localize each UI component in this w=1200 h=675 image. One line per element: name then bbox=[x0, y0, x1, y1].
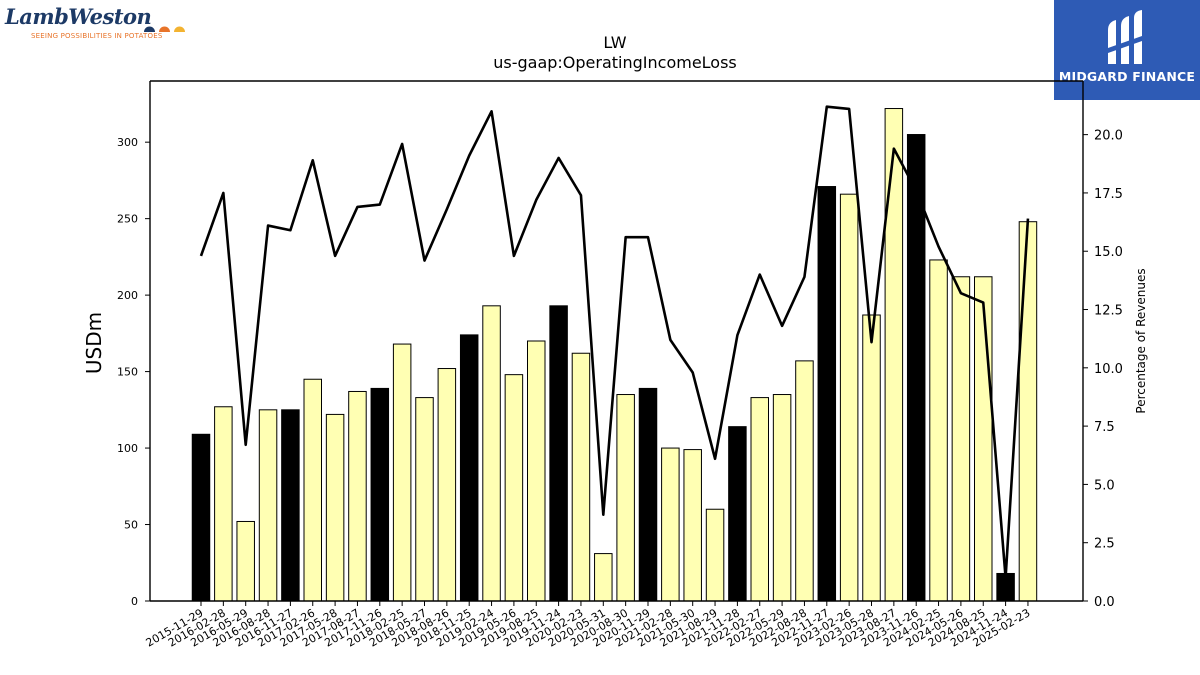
y2-tick-label: 2.5 bbox=[1094, 537, 1115, 552]
bar bbox=[817, 186, 837, 602]
y-tick-label: 150 bbox=[117, 366, 138, 379]
logo-left-name: LambWeston bbox=[5, 4, 152, 29]
percentage-line bbox=[199, 105, 1030, 579]
y2-tick-label: 0.0 bbox=[1094, 595, 1115, 610]
bar bbox=[772, 394, 792, 602]
bar bbox=[661, 447, 680, 602]
y2-tick-label: 20.0 bbox=[1094, 129, 1123, 144]
y-tick-label: 0 bbox=[131, 595, 138, 608]
bar bbox=[929, 259, 948, 602]
bar bbox=[594, 553, 613, 602]
bar bbox=[527, 340, 546, 602]
bar bbox=[616, 394, 635, 602]
bar bbox=[437, 368, 457, 602]
bar bbox=[191, 433, 211, 602]
bar bbox=[862, 314, 881, 602]
bar bbox=[281, 409, 300, 602]
bar bbox=[214, 406, 233, 602]
logo-left-tagline: SEEING POSSIBILITIES IN POTATOES bbox=[31, 32, 163, 40]
y2-tick-label: 10.0 bbox=[1094, 362, 1123, 377]
y-axis-label: USDm bbox=[82, 312, 106, 374]
lamb-weston-logo: LambWeston SEEING POSSIBILITIES IN POTAT… bbox=[5, 4, 190, 44]
y2-tick-label: 12.5 bbox=[1094, 304, 1123, 319]
bar bbox=[325, 413, 345, 602]
bar bbox=[370, 387, 390, 602]
logo-dots-icon bbox=[144, 26, 185, 32]
y-tick-label: 50 bbox=[124, 519, 138, 532]
bar bbox=[549, 305, 568, 602]
logo-right-name: MIDGARD FINANCE bbox=[1058, 69, 1196, 84]
bar bbox=[884, 108, 904, 602]
chart-title: LW bbox=[603, 33, 626, 52]
bar bbox=[482, 305, 501, 602]
bar bbox=[839, 193, 859, 602]
y2-tick-label: 5.0 bbox=[1094, 478, 1115, 493]
bar bbox=[750, 397, 769, 602]
y-tick-label: 100 bbox=[117, 442, 138, 455]
midgard-mark-icon bbox=[1108, 10, 1142, 64]
y2-axis-label: Percentage of Revenues bbox=[1134, 268, 1148, 413]
bar bbox=[683, 449, 702, 602]
bar bbox=[459, 334, 479, 602]
y2-tick-label: 17.5 bbox=[1094, 187, 1123, 202]
bar bbox=[705, 508, 725, 602]
bar bbox=[571, 352, 591, 602]
bar bbox=[236, 520, 255, 602]
midgard-finance-logo: MIDGARD FINANCE bbox=[1054, 0, 1200, 100]
bar bbox=[728, 426, 747, 602]
y2-tick-label: 15.0 bbox=[1094, 245, 1123, 260]
y-tick-label: 200 bbox=[117, 289, 138, 302]
bar bbox=[258, 409, 278, 602]
bar bbox=[415, 397, 434, 602]
bar bbox=[795, 360, 814, 602]
y-tick-label: 300 bbox=[117, 136, 138, 149]
bar bbox=[951, 276, 971, 602]
bar bbox=[638, 387, 658, 602]
y-tick-label: 250 bbox=[117, 213, 138, 226]
bar bbox=[303, 378, 322, 602]
chart-subtitle: us-gaap:OperatingIncomeLoss bbox=[493, 53, 737, 72]
bar bbox=[504, 374, 524, 602]
bar bbox=[348, 390, 367, 602]
bar bbox=[974, 276, 993, 602]
bar bbox=[392, 343, 412, 602]
bar bbox=[1018, 221, 1038, 602]
y2-tick-label: 7.5 bbox=[1094, 420, 1115, 435]
